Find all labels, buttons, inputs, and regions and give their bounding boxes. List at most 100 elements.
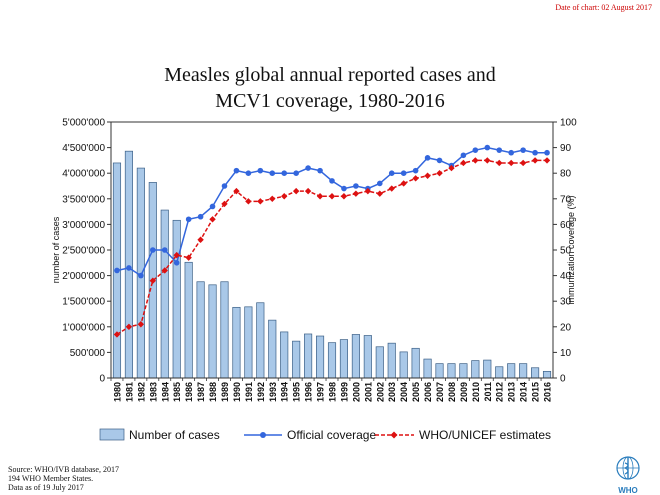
source-line-3: Data as of 19 July 2017 bbox=[8, 483, 84, 492]
estimate-point-1999 bbox=[340, 193, 348, 200]
estimate-point-1995 bbox=[292, 187, 300, 195]
estimate-point-2011 bbox=[484, 157, 491, 164]
coverage-point-1999 bbox=[341, 185, 347, 192]
estimate-point-2016 bbox=[543, 157, 551, 164]
x-tick-label: 2012 bbox=[495, 382, 505, 402]
coverage-point-2012 bbox=[496, 147, 503, 153]
bar-2001 bbox=[363, 335, 372, 379]
bar-1986 bbox=[184, 261, 193, 379]
left-tick-label: 4'000'000 bbox=[62, 169, 105, 180]
bar-1981 bbox=[124, 150, 133, 379]
estimate-point-1982 bbox=[137, 321, 145, 328]
estimate-point-1986 bbox=[185, 254, 192, 261]
left-tick-label: 2'500'000 bbox=[62, 246, 105, 257]
legend: Number of cases Official coverage WHO/UNIC… bbox=[99, 428, 551, 442]
bar-1987 bbox=[196, 281, 205, 379]
estimate-point-2009 bbox=[460, 159, 467, 167]
bar-1998 bbox=[327, 342, 337, 379]
bar-1985 bbox=[172, 219, 181, 379]
coverage-point-2015 bbox=[532, 149, 538, 156]
coverage-point-1997 bbox=[317, 167, 323, 174]
bar-2013 bbox=[507, 363, 516, 379]
chart-title-line-2: MCV1 coverage, 1980-2016 bbox=[215, 90, 445, 112]
coverage-point-1986 bbox=[185, 216, 192, 223]
x-tick-label: 1988 bbox=[208, 382, 218, 402]
coverage-point-2011 bbox=[484, 144, 491, 151]
bar-1997 bbox=[316, 335, 325, 379]
coverage-point-1983 bbox=[150, 247, 156, 253]
coverage-point-2010 bbox=[472, 147, 479, 153]
coverage-point-2007 bbox=[436, 157, 443, 164]
chart-date-note: Date of chart: 02 August 2017 bbox=[555, 3, 652, 12]
coverage-point-1984 bbox=[161, 247, 168, 253]
bar-2002 bbox=[375, 346, 384, 379]
bar-2009 bbox=[459, 363, 468, 379]
bar-1993 bbox=[268, 319, 277, 379]
lines-group bbox=[113, 144, 551, 338]
legend-label-estimates: WHO/UNICEF estimates bbox=[419, 428, 551, 442]
x-tick-label: 1993 bbox=[268, 382, 278, 402]
bar-1984 bbox=[160, 209, 169, 379]
coverage-point-1993 bbox=[269, 170, 276, 176]
estimate-point-2013 bbox=[507, 159, 515, 167]
estimate-point-1998 bbox=[328, 193, 336, 200]
estimate-point-2000 bbox=[352, 190, 360, 197]
who-logo-text: WHO bbox=[618, 486, 638, 495]
legend-swatch-cases bbox=[99, 428, 125, 441]
right-tick-label: 30 bbox=[560, 297, 572, 308]
x-tick-label: 1983 bbox=[148, 382, 158, 402]
estimate-point-1989 bbox=[221, 200, 228, 208]
x-tick-label: 1984 bbox=[160, 382, 170, 402]
x-tick-label: 2003 bbox=[387, 382, 397, 402]
estimate-point-1984 bbox=[161, 267, 168, 274]
right-tick-label: 50 bbox=[560, 246, 572, 257]
left-tick-label: 0 bbox=[99, 374, 105, 385]
y-axis-label-right: immunization coverage (%) bbox=[566, 195, 576, 304]
coverage-point-2014 bbox=[520, 147, 526, 153]
x-tick-label: 1985 bbox=[172, 382, 182, 402]
bar-2010 bbox=[471, 360, 480, 379]
axes-group: 0 500'000 1'000'000 1'500'000 2'000'000 2'500… bbox=[51, 118, 577, 403]
legend-label-cases: Number of cases bbox=[129, 428, 220, 442]
right-tick-label: 40 bbox=[560, 271, 572, 282]
right-tick-label: 60 bbox=[560, 220, 572, 231]
bar-1990 bbox=[232, 306, 241, 379]
bar-2006 bbox=[423, 358, 432, 379]
left-tick-label: 2'000'000 bbox=[62, 271, 105, 282]
estimate-point-1988 bbox=[209, 216, 216, 223]
estimate-point-2012 bbox=[496, 159, 503, 167]
estimate-point-1981 bbox=[125, 323, 133, 330]
estimate-point-1992 bbox=[257, 198, 264, 205]
bar-1991 bbox=[244, 306, 253, 379]
estimate-point-2004 bbox=[400, 180, 407, 187]
estimate-point-2005 bbox=[412, 175, 419, 182]
x-tick-label: 2011 bbox=[483, 382, 493, 402]
x-tick-label: 1991 bbox=[244, 382, 254, 402]
x-tick-label: 2002 bbox=[375, 382, 385, 402]
x-tick-label: 1987 bbox=[196, 382, 206, 402]
source-note: Source: WHO/IVB database, 2017 194 WHO M… bbox=[8, 465, 119, 492]
coverage-point-2009 bbox=[460, 152, 467, 159]
x-tick-label: 2009 bbox=[459, 382, 469, 402]
left-tick-label: 4'500'000 bbox=[62, 143, 105, 154]
left-tick-label: 5'000'000 bbox=[62, 118, 105, 129]
coverage-point-1987 bbox=[197, 213, 204, 220]
estimate-point-1996 bbox=[304, 187, 312, 195]
right-tick-label: 20 bbox=[560, 322, 572, 333]
right-tick-label: 10 bbox=[560, 348, 572, 359]
who-emblem-icon bbox=[616, 456, 640, 480]
estimate-point-1991 bbox=[245, 198, 252, 205]
estimate-point-1985 bbox=[173, 251, 180, 259]
coverage-point-2003 bbox=[388, 170, 395, 176]
coverage-point-2005 bbox=[412, 167, 419, 174]
estimate-point-1997 bbox=[316, 193, 324, 200]
coverage-point-2013 bbox=[508, 149, 514, 156]
x-tick-label: 1999 bbox=[339, 382, 349, 402]
x-tick-label: 2000 bbox=[351, 382, 361, 402]
bar-1995 bbox=[292, 340, 301, 379]
coverage-point-2002 bbox=[376, 180, 383, 187]
x-tick-label: 2005 bbox=[411, 382, 421, 402]
estimate-point-1983 bbox=[149, 277, 157, 284]
x-tick-label: 1989 bbox=[220, 382, 230, 402]
bar-1989 bbox=[220, 281, 229, 379]
